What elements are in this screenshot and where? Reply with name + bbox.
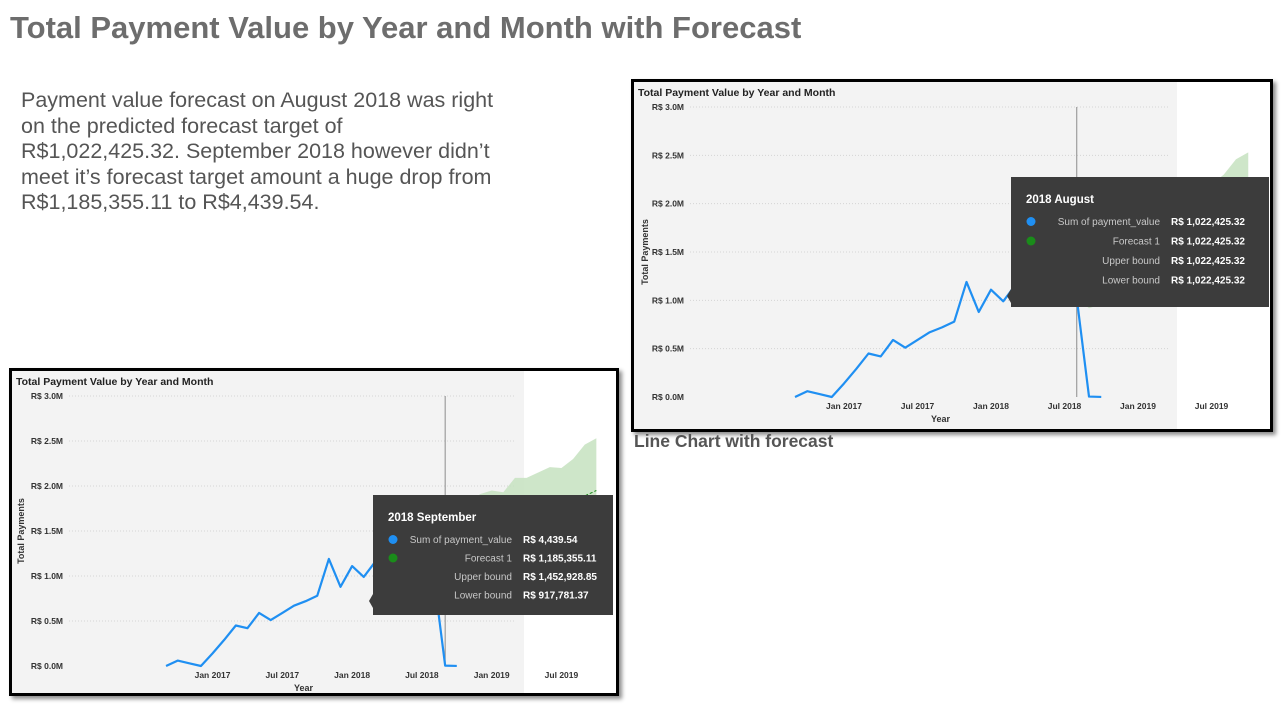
y-tick-label: R$ 0.0M xyxy=(652,392,684,402)
y-tick-label: R$ 2.0M xyxy=(652,199,684,209)
tooltip-row-label: Lower bound xyxy=(1102,276,1160,287)
tooltip-row-value: R$ 917,781.37 xyxy=(523,591,589,602)
x-tick-label: Jan 2017 xyxy=(195,670,231,680)
tooltip-legend-marker xyxy=(388,535,398,544)
tooltip-box xyxy=(373,495,613,615)
chart-title: Total Payment Value by Year and Month xyxy=(16,376,213,388)
tooltip-box xyxy=(1011,177,1269,307)
tooltip-row-value: R$ 1,022,425.32 xyxy=(1171,217,1245,228)
x-tick-label: Jan 2019 xyxy=(1120,401,1156,411)
tooltip-row-value: R$ 1,185,355.11 xyxy=(523,554,597,565)
line-chart-september[interactable]: Total Payment Value by Year and Month R$ … xyxy=(9,368,619,696)
x-tick-label: Jul 2019 xyxy=(545,670,579,680)
x-tick-label: Jan 2018 xyxy=(334,670,370,680)
x-tick-label: Jul 2017 xyxy=(266,670,300,680)
tooltip-row-label: Upper bound xyxy=(1102,256,1160,267)
chart-title: Total Payment Value by Year and Month xyxy=(638,87,835,99)
tooltip-row-value: R$ 1,022,425.32 xyxy=(1171,256,1245,267)
tooltip-row-value: R$ 1,022,425.32 xyxy=(1171,237,1245,248)
x-axis-label: Year xyxy=(294,683,314,693)
tooltip: 2018 August Sum of payment_value R$ 1,022,… xyxy=(1007,177,1269,307)
line-chart-august[interactable]: Total Payment Value by Year and Month R$ … xyxy=(631,79,1273,432)
tooltip-legend-marker xyxy=(1026,236,1036,246)
tooltip-row-label: Sum of payment_value xyxy=(1058,217,1161,228)
x-tick-label: Jan 2017 xyxy=(826,401,862,411)
y-tick-label: R$ 2.5M xyxy=(31,436,63,446)
y-tick-label: R$ 3.0M xyxy=(652,102,684,112)
x-axis-label: Year xyxy=(931,414,951,424)
slide-title: Total Payment Value by Year and Month wi… xyxy=(10,10,802,45)
y-tick-label: R$ 1.0M xyxy=(652,295,684,305)
tooltip-legend-marker xyxy=(1026,217,1036,226)
y-tick-label: R$ 3.0M xyxy=(31,391,63,401)
x-tick-label: Jul 2018 xyxy=(405,670,439,680)
tooltip-row-label: Forecast 1 xyxy=(1113,237,1161,248)
x-tick-label: Jul 2017 xyxy=(901,401,935,411)
y-tick-label: R$ 2.5M xyxy=(652,150,684,160)
y-axis-label: Total Payments xyxy=(16,498,26,564)
tooltip-row-value: R$ 1,022,425.32 xyxy=(1171,276,1245,287)
tooltip-row-label: Forecast 1 xyxy=(465,554,513,565)
tooltip-row-label: Sum of payment_value xyxy=(410,535,513,546)
x-tick-label: Jul 2019 xyxy=(1195,401,1229,411)
y-axis-label: Total Payments xyxy=(640,219,650,285)
y-tick-label: R$ 1.0M xyxy=(31,571,63,581)
chart-svg: Total Payment Value by Year and Month R$ … xyxy=(634,82,1269,429)
tooltip-row-label: Lower bound xyxy=(454,591,512,602)
tooltip-pointer xyxy=(1007,289,1011,303)
y-tick-label: R$ 0.0M xyxy=(31,661,63,671)
y-tick-label: R$ 0.5M xyxy=(31,616,63,626)
x-tick-label: Jan 2019 xyxy=(474,670,510,680)
chart-caption: Line Chart with forecast xyxy=(634,431,834,451)
tooltip: 2018 September Sum of payment_value R$ 4,4… xyxy=(369,495,613,615)
tooltip-row-value: R$ 1,452,928.85 xyxy=(523,572,597,583)
tooltip-title: 2018 September xyxy=(388,512,477,524)
y-tick-label: R$ 1.5M xyxy=(652,247,684,257)
y-tick-label: R$ 0.5M xyxy=(652,344,684,354)
x-tick-label: Jan 2018 xyxy=(973,401,1009,411)
tooltip-legend-marker xyxy=(388,553,398,563)
chart-svg: Total Payment Value by Year and Month R$ … xyxy=(12,371,613,693)
tooltip-row-label: Upper bound xyxy=(454,572,512,583)
tooltip-pointer xyxy=(369,594,373,608)
x-tick-label: Jul 2018 xyxy=(1048,401,1082,411)
tooltip-row-value: R$ 4,439.54 xyxy=(523,535,578,546)
y-tick-label: R$ 1.5M xyxy=(31,526,63,536)
tooltip-title: 2018 August xyxy=(1026,194,1094,206)
slide-body-text: Payment value forecast on August 2018 wa… xyxy=(21,88,494,214)
y-tick-label: R$ 2.0M xyxy=(31,481,63,491)
